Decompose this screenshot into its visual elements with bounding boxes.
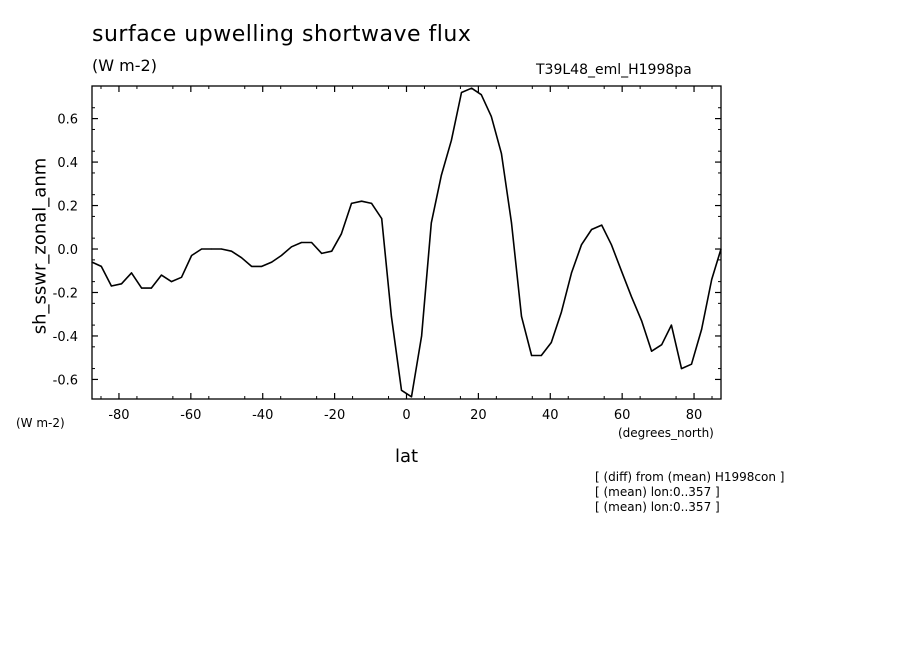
data-point bbox=[440, 174, 442, 176]
data-point bbox=[530, 354, 533, 357]
data-point bbox=[510, 222, 513, 224]
series-line-0 bbox=[91, 87, 722, 398]
data-point bbox=[201, 248, 203, 250]
y-tick-label: -0.4 bbox=[53, 330, 78, 345]
data-point bbox=[371, 202, 373, 204]
data-point bbox=[331, 250, 333, 252]
data-point bbox=[350, 202, 353, 204]
data-point bbox=[640, 320, 643, 322]
data-point bbox=[630, 296, 633, 298]
data-point bbox=[420, 335, 423, 337]
x-tick-label: -80 bbox=[108, 408, 129, 423]
y-tick-label: 0.4 bbox=[57, 156, 78, 171]
data-point bbox=[720, 248, 722, 250]
data-point bbox=[680, 367, 683, 370]
data-point bbox=[400, 389, 403, 391]
data-point bbox=[360, 200, 363, 202]
data-point bbox=[141, 287, 143, 289]
data-point bbox=[601, 224, 603, 226]
data-point bbox=[661, 344, 663, 346]
data-point bbox=[700, 328, 703, 331]
data-point bbox=[190, 254, 193, 257]
data-point bbox=[570, 272, 573, 274]
data-point bbox=[430, 222, 432, 224]
x-tick-label: 60 bbox=[614, 408, 631, 423]
data-point bbox=[100, 265, 102, 268]
y-tick-label: 0.6 bbox=[57, 113, 78, 128]
data-point bbox=[690, 363, 693, 365]
data-point bbox=[550, 341, 552, 344]
y-tick-label: 0.0 bbox=[57, 243, 78, 258]
data-point bbox=[120, 283, 123, 285]
data-point bbox=[470, 87, 473, 89]
data-point bbox=[150, 287, 152, 289]
data-point bbox=[520, 315, 523, 318]
data-point bbox=[580, 244, 583, 246]
x-axis-label: lat bbox=[395, 446, 419, 467]
x-tick-label: 80 bbox=[686, 408, 703, 423]
axis-ticks bbox=[92, 85, 721, 399]
data-point bbox=[410, 396, 413, 398]
data-point bbox=[290, 246, 293, 248]
data-point bbox=[381, 217, 383, 220]
x-tick-label: -40 bbox=[252, 408, 273, 423]
data-point bbox=[591, 228, 593, 231]
data-point bbox=[170, 281, 173, 283]
x-tick-label: -20 bbox=[324, 408, 345, 423]
x-tick-label: 0 bbox=[402, 408, 410, 423]
data-point bbox=[321, 252, 323, 254]
y-tick-label: -0.2 bbox=[53, 286, 78, 301]
data-point bbox=[240, 257, 243, 259]
data-point bbox=[670, 324, 672, 326]
x-tick-label: -60 bbox=[180, 408, 201, 423]
experiment-label: T39L48_eml_H1998pa bbox=[536, 62, 692, 78]
data-point bbox=[500, 152, 502, 154]
x-tick-label: 20 bbox=[470, 408, 487, 423]
data-point bbox=[480, 94, 482, 96]
data-point bbox=[220, 248, 222, 250]
data-point bbox=[180, 276, 183, 278]
y-tick-labels: -0.6 -0.4 -0.2 0.0 0.2 0.4 0.6 bbox=[53, 113, 78, 389]
chart-title: surface upwelling shortwave flux bbox=[92, 22, 472, 47]
data-point bbox=[620, 270, 623, 272]
data-point bbox=[271, 261, 273, 263]
data-point bbox=[490, 115, 492, 118]
y-axis-units: (W m-2) bbox=[16, 416, 65, 430]
annotation-notes: [ (diff) from (mean) H1998con ] [ (mean)… bbox=[595, 470, 784, 515]
data-point bbox=[91, 261, 93, 263]
data-point bbox=[560, 311, 563, 313]
series-group bbox=[91, 87, 722, 398]
data-point bbox=[261, 265, 263, 268]
data-point bbox=[160, 274, 162, 276]
data-point bbox=[280, 254, 283, 257]
data-point bbox=[300, 241, 303, 244]
x-axis-units: (degrees_north) bbox=[618, 426, 714, 440]
data-point bbox=[130, 272, 133, 274]
data-point bbox=[250, 265, 253, 268]
note-diff: [ (diff) from (mean) H1998con ] bbox=[595, 470, 785, 484]
note-mean-lon-1: [ (mean) lon:0..357 ] bbox=[595, 485, 720, 499]
plot-frame bbox=[91, 85, 722, 400]
data-point bbox=[711, 278, 713, 281]
data-point bbox=[230, 250, 233, 252]
data-point bbox=[110, 285, 113, 287]
data-point bbox=[311, 241, 313, 244]
data-point bbox=[540, 354, 542, 357]
x-tick-labels: -80 -60 -40 -20 0 20 40 60 80 bbox=[108, 408, 702, 423]
data-point bbox=[610, 244, 612, 246]
x-tick-label: 40 bbox=[542, 408, 559, 423]
y-tick-label: -0.6 bbox=[53, 373, 78, 388]
title-units: (W m-2) bbox=[92, 56, 157, 75]
data-point bbox=[651, 350, 653, 352]
data-point bbox=[210, 248, 212, 250]
data-point bbox=[450, 139, 453, 141]
data-point bbox=[460, 91, 463, 94]
note-mean-lon-2: [ (mean) lon:0..357 ] bbox=[595, 500, 720, 514]
data-point bbox=[340, 233, 343, 235]
data-point bbox=[390, 315, 393, 318]
y-tick-label: 0.2 bbox=[57, 200, 78, 215]
